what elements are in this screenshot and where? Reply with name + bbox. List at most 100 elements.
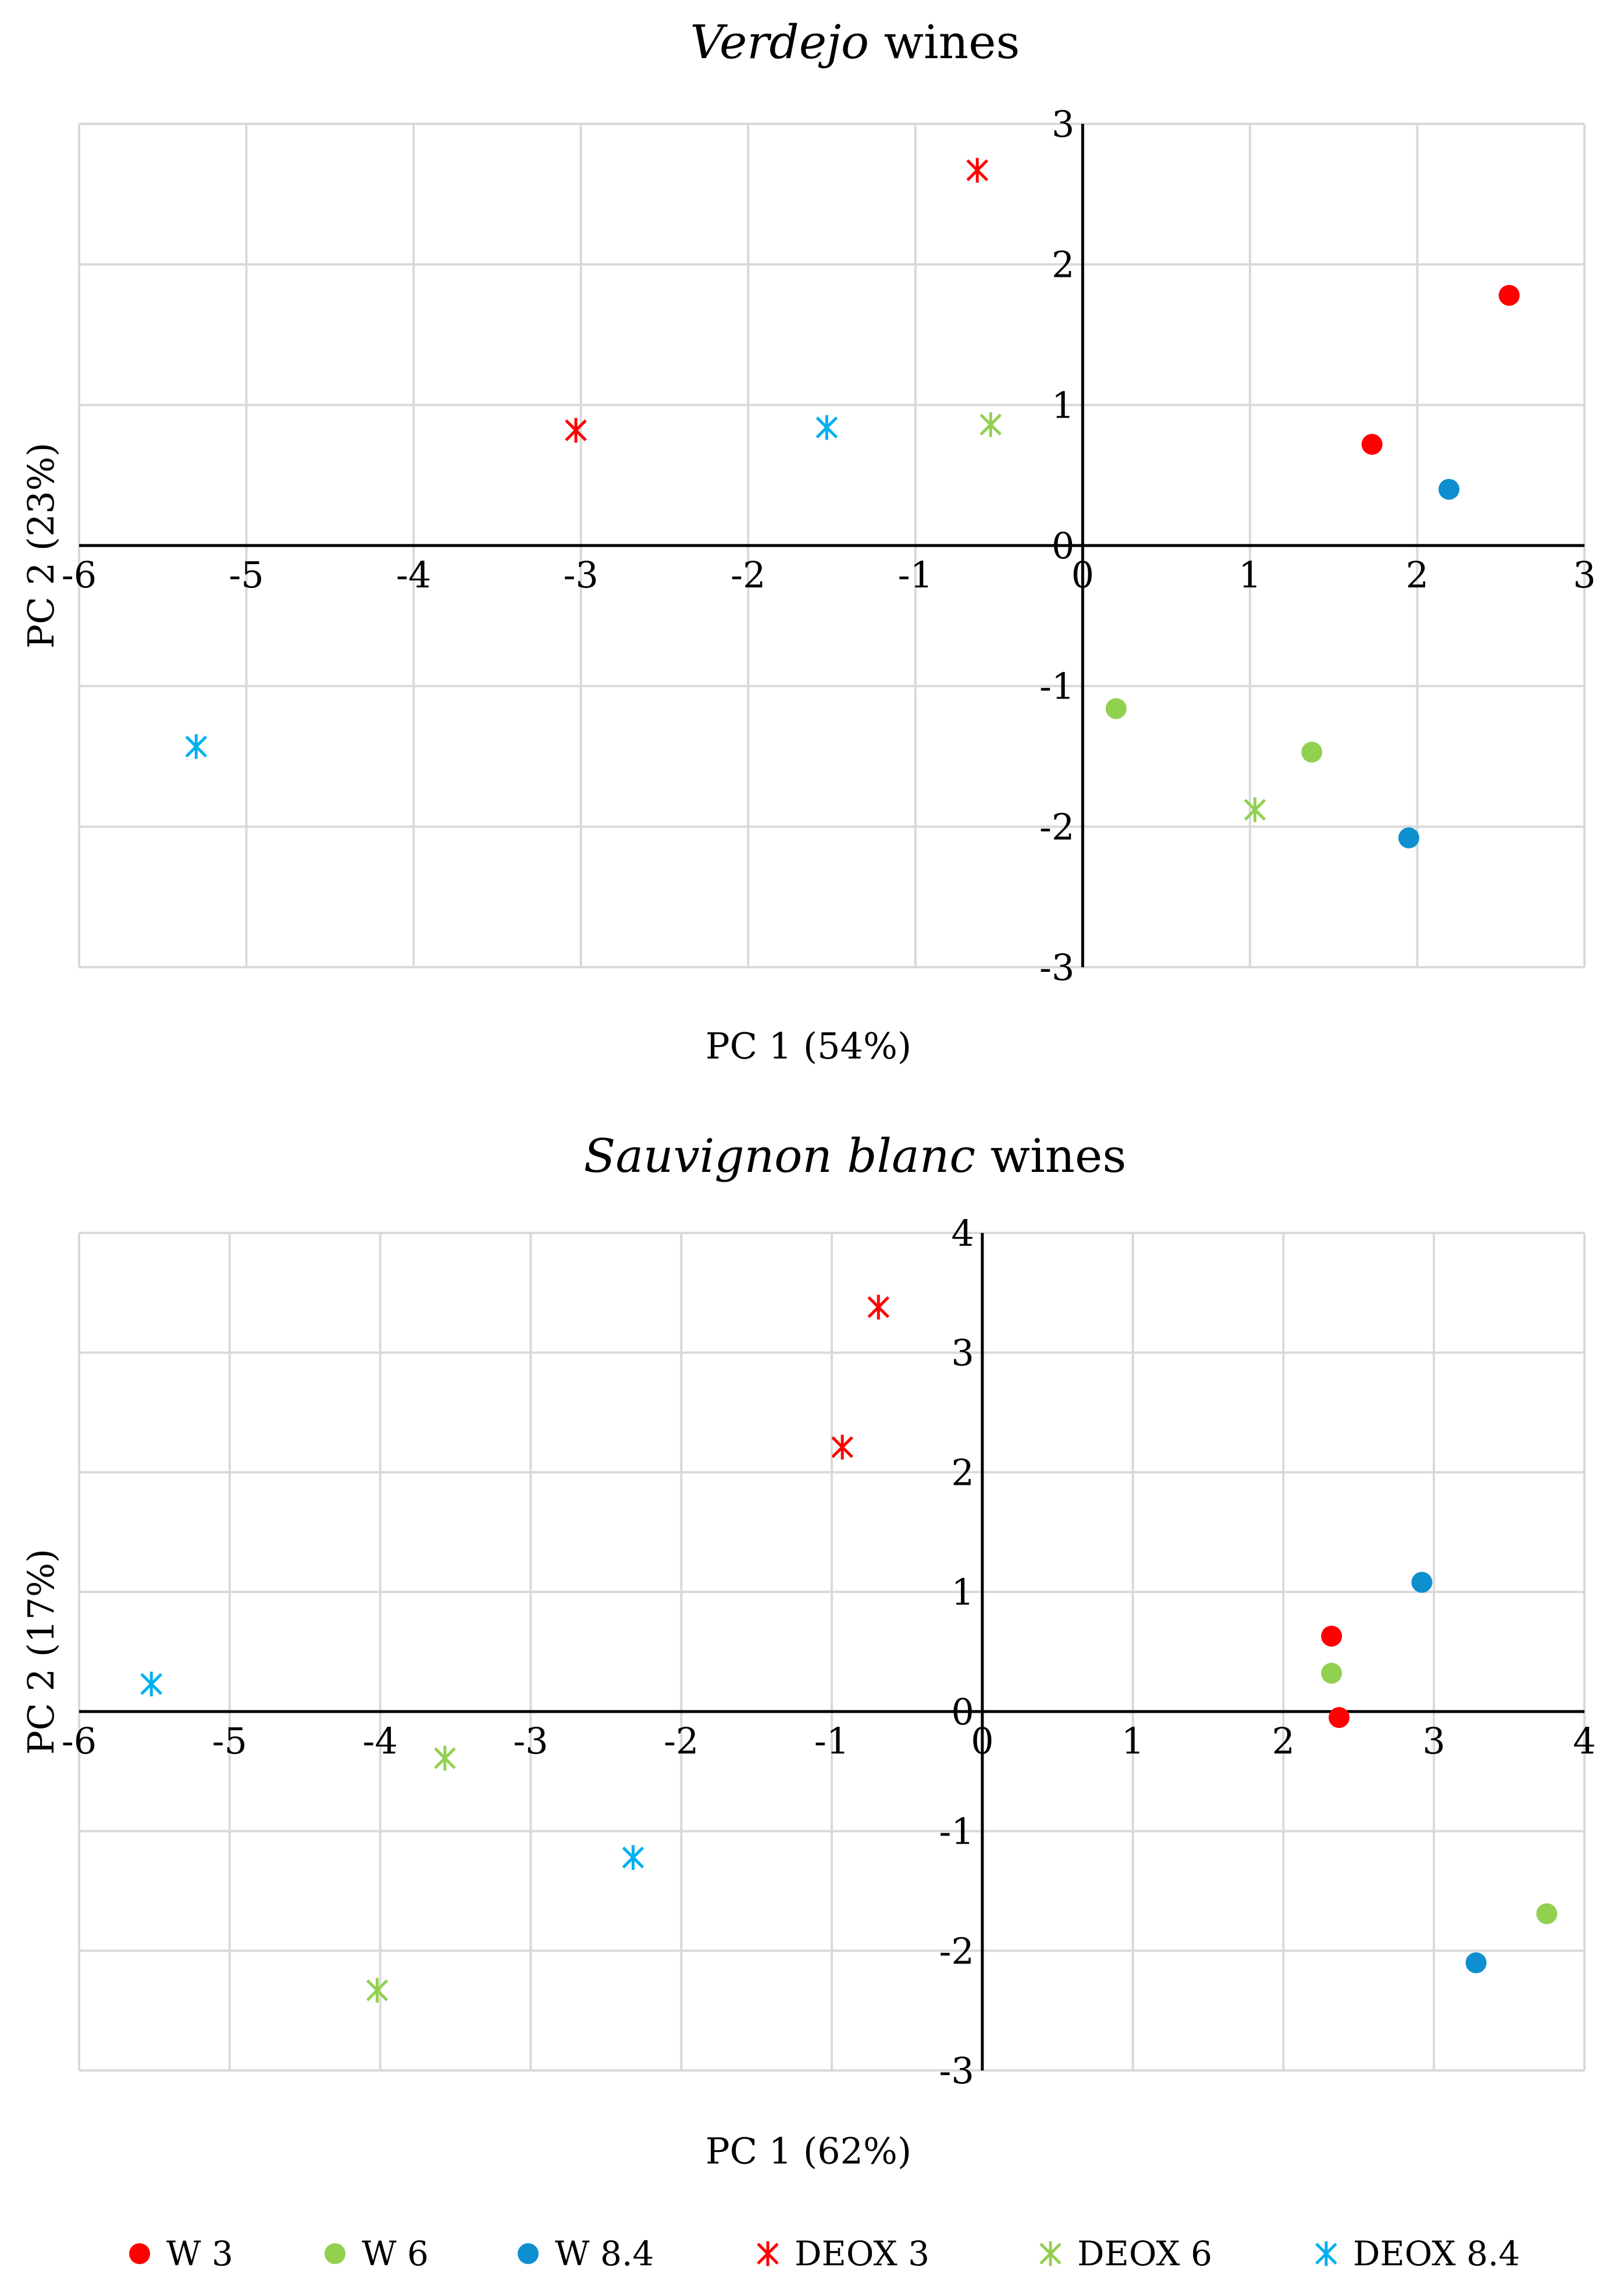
x-tick-label: 3 bbox=[1422, 1720, 1445, 1762]
y-tick-label: 2 bbox=[1052, 244, 1074, 286]
y-axis-label: PC 2 (17%) bbox=[20, 1549, 62, 1755]
x-tick-label: -6 bbox=[62, 1720, 97, 1762]
legend-item-w3: W 3 bbox=[123, 2227, 233, 2280]
legend-item-deox84: DEOX 8.4 bbox=[1310, 2227, 1520, 2280]
legend-marker-star-icon bbox=[1034, 2237, 1067, 2270]
y-tick-label: 3 bbox=[1052, 103, 1074, 145]
data-point-circle bbox=[1398, 827, 1420, 849]
legend-circle bbox=[129, 2243, 150, 2264]
x-tick-label: 1 bbox=[1238, 554, 1261, 596]
y-tick-label: 3 bbox=[951, 1332, 974, 1374]
chart-title: Sauvignon blanc wines bbox=[584, 1129, 1127, 1183]
y-tick-label: -3 bbox=[939, 2050, 974, 2092]
x-tick-label: -3 bbox=[513, 1720, 548, 1762]
legend-label: W 3 bbox=[166, 2234, 233, 2273]
circle-marker-icon bbox=[325, 2243, 346, 2264]
x-tick-label: 4 bbox=[1573, 1720, 1595, 1762]
x-tick-label: -5 bbox=[229, 554, 263, 596]
y-tick-label: 0 bbox=[1052, 525, 1074, 567]
legend-item-w6: W 6 bbox=[319, 2227, 429, 2280]
legend-circle bbox=[325, 2243, 346, 2264]
y-tick-label: -2 bbox=[939, 1930, 974, 1972]
x-tick-label: -3 bbox=[563, 554, 598, 596]
legend-circle bbox=[518, 2243, 539, 2264]
data-point-star bbox=[831, 1434, 853, 1460]
x-axis-label: PC 1 (62%) bbox=[706, 2130, 911, 2172]
data-point-circle bbox=[1465, 1952, 1487, 1973]
data-point-star bbox=[622, 1845, 644, 1870]
data-point-star bbox=[140, 1671, 162, 1697]
x-tick-label: -2 bbox=[664, 1720, 699, 1762]
chart-title-italic: Sauvignon blanc bbox=[584, 1129, 975, 1183]
chart-title: Verdejo wines bbox=[690, 15, 1020, 69]
data-point-circle bbox=[1321, 1626, 1342, 1647]
y-tick-label: -2 bbox=[1039, 806, 1074, 848]
x-axis-label: PC 1 (54%) bbox=[706, 1025, 911, 1067]
data-point-star bbox=[1244, 797, 1266, 822]
legend-item-deox6: DEOX 6 bbox=[1034, 2227, 1212, 2280]
legend-marker-star-icon bbox=[1310, 2237, 1342, 2270]
y-tick-label: 0 bbox=[951, 1691, 974, 1733]
x-tick-label: -5 bbox=[212, 1720, 247, 1762]
data-point-star bbox=[815, 415, 838, 440]
x-tick-label: -4 bbox=[396, 554, 431, 596]
x-tick-label: 0 bbox=[971, 1720, 993, 1762]
data-point-star bbox=[185, 734, 208, 759]
data-point-star bbox=[434, 1745, 456, 1771]
legend: W 3 W 6 W 8.4 DEOX 3 DEOX 6 DEOX 8.4 bbox=[0, 2227, 1624, 2280]
legend-label: DEOX 3 bbox=[795, 2234, 929, 2273]
legend-label: DEOX 6 bbox=[1077, 2234, 1212, 2273]
legend-label: DEOX 8.4 bbox=[1353, 2234, 1520, 2273]
y-tick-label: -3 bbox=[1039, 946, 1074, 989]
chart-title-rest: wines bbox=[975, 1129, 1126, 1183]
x-tick-label: -1 bbox=[898, 554, 933, 596]
y-tick-label: -1 bbox=[1039, 665, 1074, 708]
grid bbox=[78, 1232, 1586, 2072]
x-tick-label: -6 bbox=[62, 554, 97, 596]
data-point-circle bbox=[1301, 742, 1323, 763]
legend-marker-star-icon bbox=[752, 2237, 784, 2270]
data-point-circle bbox=[1411, 1571, 1433, 1593]
data-point-circle bbox=[1329, 1707, 1350, 1728]
data-point-circle bbox=[1438, 479, 1460, 500]
circle-marker-icon bbox=[518, 2243, 539, 2264]
data-point-star bbox=[966, 158, 988, 183]
data-point-star bbox=[867, 1295, 889, 1320]
chart-title-italic: Verdejo bbox=[690, 15, 870, 69]
x-tick-label: 3 bbox=[1573, 554, 1595, 596]
x-tick-label: 1 bbox=[1121, 1720, 1144, 1762]
legend-marker-circle-icon bbox=[123, 2237, 156, 2270]
x-tick-label: -2 bbox=[731, 554, 765, 596]
data-point-circle bbox=[1498, 284, 1520, 306]
y-axis-label: PC 2 (23%) bbox=[20, 443, 62, 648]
y-tick-label: -1 bbox=[939, 1810, 974, 1853]
x-tick-label: -1 bbox=[814, 1720, 849, 1762]
legend-item-deox3: DEOX 3 bbox=[752, 2227, 929, 2280]
y-tick-label: 4 bbox=[951, 1212, 974, 1254]
data-point-circle bbox=[1105, 698, 1127, 719]
data-point-circle bbox=[1361, 434, 1383, 455]
star-marker-icon bbox=[1315, 2241, 1337, 2266]
legend-item-w84: W 8.4 bbox=[512, 2227, 654, 2280]
chart-verdejo: Verdejo wines -6 -5 -4 -3 -2 -1 0 1 2 3 -3 -2 -1 0 1 2 3 P… bbox=[20, 15, 1596, 1067]
data-point-circle bbox=[1321, 1663, 1342, 1684]
y-tick-label: 2 bbox=[951, 1451, 974, 1494]
data-point-circle bbox=[1536, 1903, 1558, 1924]
legend-marker-circle-icon bbox=[319, 2237, 351, 2270]
x-tick-label: 2 bbox=[1406, 554, 1429, 596]
circle-marker-icon bbox=[129, 2243, 150, 2264]
legend-label: W 6 bbox=[362, 2234, 429, 2273]
star-marker-icon bbox=[1039, 2241, 1062, 2266]
data-point-star bbox=[980, 412, 1002, 437]
x-tick-label: -4 bbox=[362, 1720, 397, 1762]
chart-title-rest: wines bbox=[869, 15, 1020, 69]
data-point-star bbox=[565, 418, 587, 443]
legend-marker-circle-icon bbox=[512, 2237, 544, 2270]
x-tick-label: 2 bbox=[1272, 1720, 1295, 1762]
y-tick-label: 1 bbox=[951, 1571, 974, 1613]
data-point-star bbox=[366, 1977, 389, 2003]
legend-label: W 8.4 bbox=[555, 2234, 654, 2273]
chart-sauvignon-blanc: Sauvignon blanc wines -6 -5 -4 -3 -2 -1 0 1 2 3 4 -3… bbox=[20, 1129, 1596, 2172]
legend-star bbox=[1039, 2241, 1062, 2266]
